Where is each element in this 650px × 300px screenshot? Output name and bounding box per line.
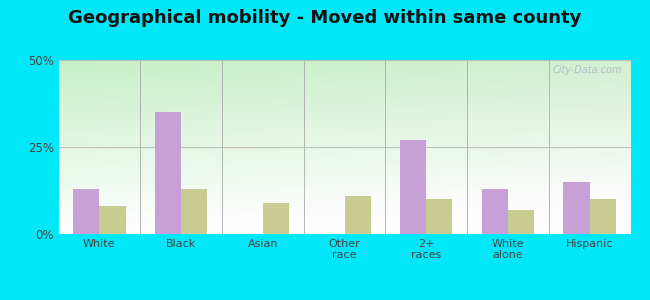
Bar: [344, 196, 370, 234]
Bar: [508, 210, 534, 234]
Bar: [564, 182, 590, 234]
Bar: [426, 199, 452, 234]
Bar: [482, 189, 508, 234]
Bar: [73, 189, 99, 234]
Text: City-Data.com: City-Data.com: [552, 65, 622, 75]
Text: Geographical mobility - Moved within same county: Geographical mobility - Moved within sam…: [68, 9, 582, 27]
Bar: [155, 112, 181, 234]
Bar: [400, 140, 426, 234]
Bar: [590, 199, 616, 234]
Bar: [181, 189, 207, 234]
Bar: [263, 203, 289, 234]
Bar: [99, 206, 125, 234]
